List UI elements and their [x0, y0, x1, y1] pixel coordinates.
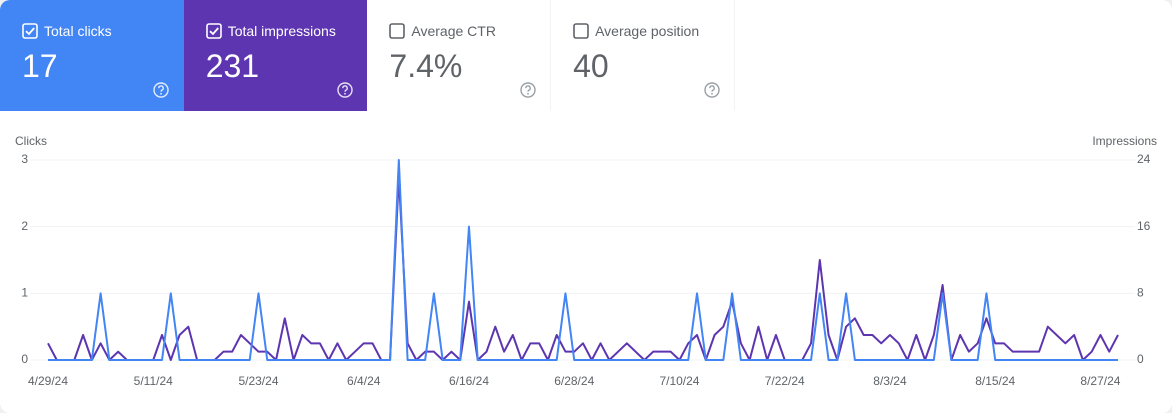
checkmark: [209, 27, 219, 36]
help-icon: [704, 82, 720, 98]
checkbox: [205, 23, 222, 39]
x-tick-label: 6/28/24: [554, 374, 594, 388]
x-tick-label: 6/4/24: [347, 374, 381, 388]
x-tick-label: 6/16/24: [449, 374, 489, 388]
y2-tick-label: 0: [1137, 352, 1144, 366]
y2-axis-label: Impressions: [1092, 134, 1157, 148]
help-mark: [525, 85, 532, 92]
metric-card[interactable]: Total impressions 231: [183, 0, 368, 111]
checkbox-frame: [205, 23, 222, 39]
x-tick-label: 7/10/24: [659, 374, 699, 388]
help-circle: [336, 82, 353, 98]
help-dot: [527, 92, 530, 95]
x-tick-label: 8/15/24: [975, 374, 1015, 388]
x-tick-label: 7/22/24: [765, 374, 805, 388]
metric-value: 17: [22, 48, 58, 84]
help-circle: [520, 82, 537, 98]
x-tick-label: 8/27/24: [1080, 374, 1120, 388]
help-dot: [160, 92, 162, 95]
help-circle: [153, 82, 169, 98]
help-dot: [711, 92, 713, 95]
checkmark: [25, 27, 35, 36]
metric-card[interactable]: Average CTR 7.4%: [367, 0, 552, 111]
x-tick-label: 4/29/24: [28, 374, 68, 388]
series-line: [47, 175, 1119, 361]
checkbox: [22, 23, 38, 39]
y-tick-label: 0: [21, 352, 28, 366]
help-mark: [709, 85, 715, 92]
y2-tick-label: 24: [1137, 152, 1151, 166]
checkbox: [389, 23, 406, 39]
metric-label: Total impressions: [227, 23, 336, 39]
checkbox: [573, 23, 589, 39]
help-mark: [341, 85, 348, 92]
metric-value: 40: [573, 48, 609, 84]
help-mark: [158, 85, 164, 92]
checkbox-frame: [573, 23, 589, 39]
metric-label: Average position: [595, 23, 700, 39]
checkbox-frame: [389, 23, 406, 39]
metric-label: Total clicks: [44, 23, 112, 39]
metric-value: 231: [205, 48, 260, 84]
x-tick-label: 5/11/24: [134, 374, 173, 388]
metric-card[interactable]: Total clicks 17: [0, 0, 184, 111]
checkbox-frame: [22, 23, 38, 39]
y-axis-label: Clicks: [15, 134, 47, 148]
help-icon: [336, 82, 353, 98]
metric-label: Average CTR: [411, 23, 496, 39]
series-line: [48, 159, 1118, 361]
y-tick-label: 2: [21, 219, 28, 233]
help-icon: [520, 82, 537, 98]
help-icon: [153, 82, 169, 98]
metric-card[interactable]: Average position 40: [551, 0, 736, 111]
y-tick-label: 1: [21, 286, 28, 300]
y2-tick-label: 16: [1137, 219, 1151, 233]
y2-tick-label: 8: [1137, 286, 1144, 300]
x-tick-label: 8/3/24: [873, 374, 907, 388]
help-circle: [704, 82, 720, 98]
x-tick-label: 5/23/24: [238, 374, 278, 388]
metric-value: 7.4%: [389, 48, 463, 84]
y-tick-label: 3: [21, 152, 28, 166]
help-dot: [343, 92, 346, 95]
